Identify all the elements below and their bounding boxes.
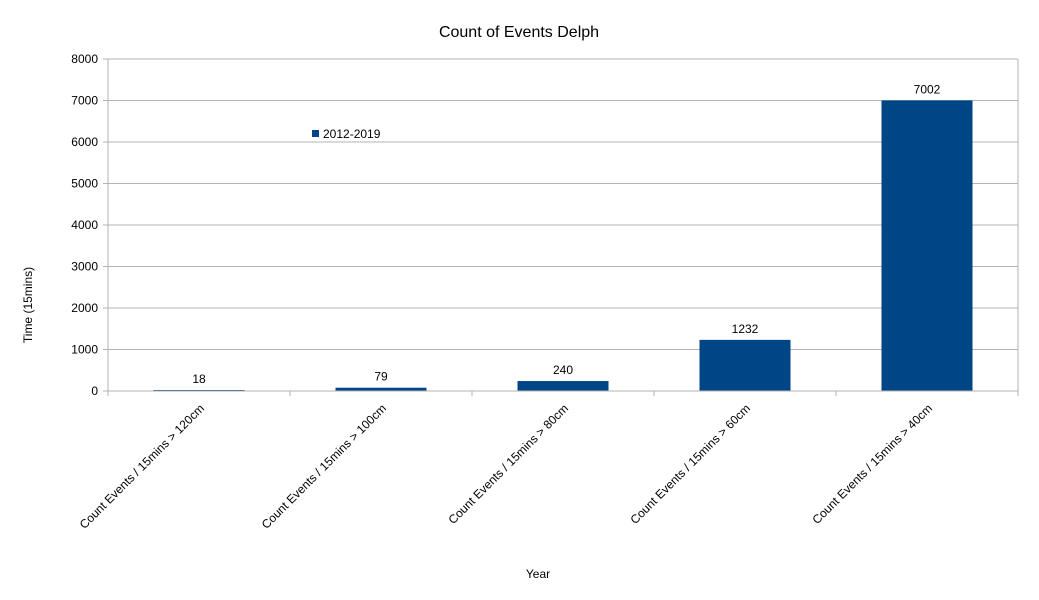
bar	[335, 387, 427, 391]
x-axis-ticks: Count Events / 15mins > 120cm Count Event…	[77, 390, 1019, 532]
y-tick-label: 0	[91, 384, 98, 398]
bars	[153, 100, 973, 392]
data-label: 7002	[914, 82, 941, 96]
data-label: 18	[192, 372, 206, 386]
x-tick-label: Count Events / 15mins > 40cm	[809, 401, 935, 527]
y-tick-label: 2000	[71, 301, 98, 315]
bar	[517, 381, 609, 391]
x-axis-label: Year	[526, 567, 550, 581]
gridlines	[107, 58, 1019, 392]
y-tick-label: 6000	[71, 135, 98, 149]
x-tick-label: Count Events / 15mins > 80cm	[445, 401, 571, 527]
legend: 2012-2019	[312, 127, 381, 141]
y-tick-label: 7000	[71, 94, 98, 108]
y-tick-label: 3000	[71, 260, 98, 274]
bar	[699, 339, 791, 391]
x-tick-label: Count Events / 15mins > 60cm	[627, 401, 753, 527]
data-labels: 18 79 240 1232 7002	[192, 82, 940, 386]
y-axis-ticks: 0 1000 2000 3000 4000 5000 6000 7000 8000	[71, 52, 108, 398]
bar	[881, 100, 973, 392]
data-label: 1232	[732, 322, 759, 336]
y-tick-label: 4000	[71, 218, 98, 232]
legend-label: 2012-2019	[323, 127, 381, 141]
y-axis-label: Time (15mins)	[21, 267, 35, 343]
data-label: 240	[553, 363, 573, 377]
legend-swatch	[312, 130, 319, 137]
y-tick-label: 8000	[71, 52, 98, 66]
data-label: 79	[374, 370, 388, 384]
chart-title: Count of Events Delph	[439, 24, 599, 41]
x-tick-label: Count Events / 15mins > 120cm	[77, 401, 207, 531]
y-tick-label: 5000	[71, 177, 98, 191]
y-tick-label: 1000	[71, 343, 98, 357]
x-tick-label: Count Events / 15mins > 100cm	[259, 401, 389, 531]
